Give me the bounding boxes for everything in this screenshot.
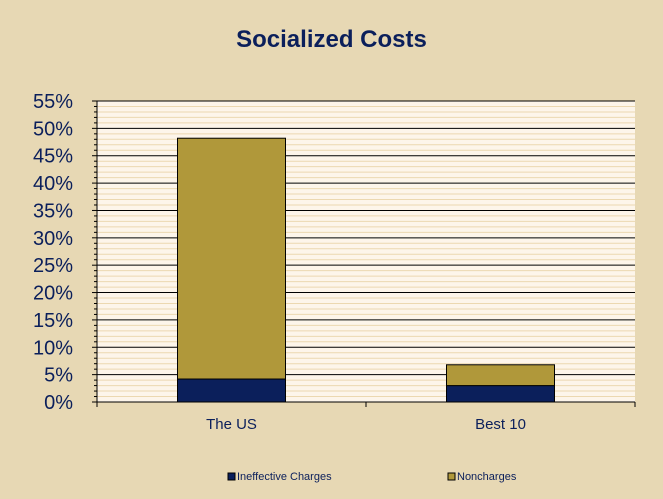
y-tick-label: 20% <box>33 283 73 305</box>
y-tick-label: 5% <box>44 365 73 387</box>
y-tick-label: 10% <box>33 337 73 359</box>
bar-noncharges <box>446 364 555 387</box>
legend-label: Ineffective Charges <box>237 471 332 483</box>
y-tick-label: 35% <box>33 200 73 222</box>
bars <box>177 137 555 403</box>
axes <box>92 100 636 407</box>
y-tick-label: 45% <box>33 146 73 168</box>
y-tick-label: 55% <box>33 91 73 113</box>
y-axis-labels: 0% 5% 10% 15% 20% 25% 30% 35% 40% 45% 50% 55% <box>33 91 73 414</box>
legend-swatch <box>227 472 236 481</box>
y-tick-label: 40% <box>33 173 73 195</box>
y-tick-label: 30% <box>33 228 73 250</box>
y-tick-label: 15% <box>33 310 73 332</box>
x-tick-label: Best 10 <box>475 416 526 433</box>
y-tick-label: 25% <box>33 255 73 277</box>
y-tick-label: 0% <box>44 392 73 414</box>
bar-ineffective-charges <box>446 385 555 403</box>
bar-noncharges <box>177 137 286 380</box>
chart-title: Socialized Costs <box>236 26 427 53</box>
legend-label: Noncharges <box>457 471 517 483</box>
legend-swatch <box>447 472 456 481</box>
x-axis-labels: The US Best 10 <box>206 416 526 433</box>
legend: Ineffective Charges Noncharges <box>227 471 517 483</box>
y-tick-label: 50% <box>33 118 73 140</box>
bar-ineffective-charges <box>177 378 286 403</box>
x-tick-label: The US <box>206 416 257 433</box>
